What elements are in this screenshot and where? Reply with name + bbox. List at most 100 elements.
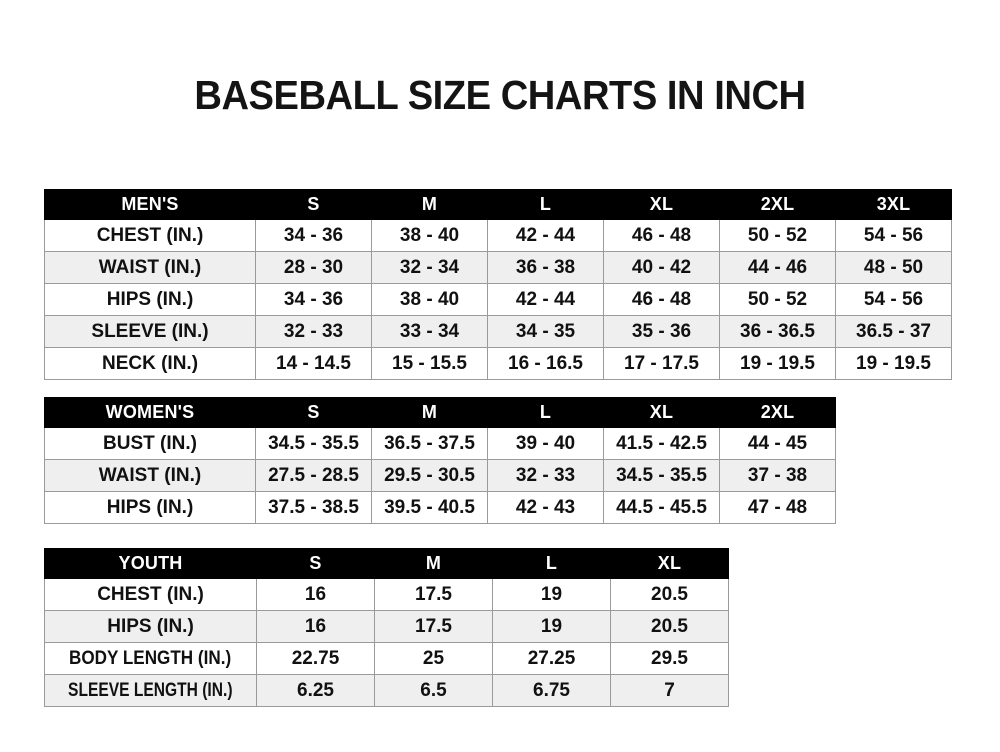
row-label: BODY LENGTH (IN.)	[44, 642, 257, 675]
womens-header-2xl: 2XL	[719, 397, 836, 428]
cell-value: 19 - 19.5	[719, 347, 836, 380]
cell-value: 38 - 40	[371, 219, 488, 252]
row-label: SLEEVE LENGTH (IN.)	[44, 674, 257, 707]
cell-value: 22.75	[256, 642, 375, 675]
cell-value: 6.5	[374, 674, 493, 707]
cell-value: 32 - 34	[371, 251, 488, 284]
womens-header-l: L	[487, 397, 604, 428]
cell-value: 7	[610, 674, 729, 707]
cell-value: 38 - 40	[371, 283, 488, 316]
cell-value: 29.5	[610, 642, 729, 675]
cell-value: 36 - 38	[487, 251, 604, 284]
womens-table-body: BUST (IN.) 34.5 - 35.5 36.5 - 37.5 39 - …	[44, 427, 836, 524]
row-label: HIPS (IN.)	[44, 283, 256, 316]
cell-value: 16 - 16.5	[487, 347, 604, 380]
table-row: HIPS (IN.) 37.5 - 38.5 39.5 - 40.5 42 - …	[44, 491, 836, 524]
cell-value: 42 - 44	[487, 219, 604, 252]
cell-value: 17.5	[374, 610, 493, 643]
cell-value: 34 - 36	[255, 283, 372, 316]
womens-size-table: WOMEN'S S M L XL 2XL BUST (IN.) 34.5 - 3…	[44, 397, 836, 524]
mens-header-xl: XL	[603, 189, 720, 220]
mens-header-m: M	[371, 189, 488, 220]
table-row: SLEEVE (IN.) 32 - 33 33 - 34 34 - 35 35 …	[44, 315, 952, 348]
cell-value: 44.5 - 45.5	[603, 491, 720, 524]
mens-table-header: MEN'S S M L XL 2XL 3XL	[44, 189, 952, 220]
cell-value: 36 - 36.5	[719, 315, 836, 348]
row-label: NECK (IN.)	[44, 347, 256, 380]
cell-value: 16	[256, 610, 375, 643]
cell-value: 20.5	[610, 610, 729, 643]
row-label-text: SLEEVE LENGTH (IN.)	[68, 679, 233, 701]
cell-value: 32 - 33	[487, 459, 604, 492]
cell-value: 19 - 19.5	[835, 347, 952, 380]
cell-value: 14 - 14.5	[255, 347, 372, 380]
table-header-row: WOMEN'S S M L XL 2XL	[44, 397, 836, 428]
cell-value: 50 - 52	[719, 219, 836, 252]
table-row: HIPS (IN.) 16 17.5 19 20.5	[44, 610, 729, 643]
row-label: WAIST (IN.)	[44, 251, 256, 284]
row-label: CHEST (IN.)	[44, 219, 256, 252]
cell-value: 34 - 35	[487, 315, 604, 348]
row-label: HIPS (IN.)	[44, 610, 257, 643]
cell-value: 15 - 15.5	[371, 347, 488, 380]
cell-value: 32 - 33	[255, 315, 372, 348]
cell-value: 54 - 56	[835, 219, 952, 252]
row-label: WAIST (IN.)	[44, 459, 256, 492]
table-row: WAIST (IN.) 27.5 - 28.5 29.5 - 30.5 32 -…	[44, 459, 836, 492]
table-row: CHEST (IN.) 34 - 36 38 - 40 42 - 44 46 -…	[44, 219, 952, 252]
cell-value: 6.25	[256, 674, 375, 707]
cell-value: 28 - 30	[255, 251, 372, 284]
youth-size-table: YOUTH S M L XL CHEST (IN.) 16 17.5 19 20…	[44, 548, 729, 707]
cell-value: 17 - 17.5	[603, 347, 720, 380]
cell-value: 48 - 50	[835, 251, 952, 284]
cell-value: 46 - 48	[603, 283, 720, 316]
cell-value: 35 - 36	[603, 315, 720, 348]
cell-value: 25	[374, 642, 493, 675]
cell-value: 44 - 45	[719, 427, 836, 460]
cell-value: 42 - 43	[487, 491, 604, 524]
youth-header-l: L	[492, 548, 611, 579]
youth-table-body: CHEST (IN.) 16 17.5 19 20.5 HIPS (IN.) 1…	[44, 578, 729, 707]
table-header-row: MEN'S S M L XL 2XL 3XL	[44, 189, 952, 220]
table-header-row: YOUTH S M L XL	[44, 548, 729, 579]
cell-value: 44 - 46	[719, 251, 836, 284]
mens-header-l: L	[487, 189, 604, 220]
womens-header-s: S	[255, 397, 372, 428]
womens-header-label: WOMEN'S	[44, 397, 256, 428]
table-row: BUST (IN.) 34.5 - 35.5 36.5 - 37.5 39 - …	[44, 427, 836, 460]
row-label-text: BODY LENGTH (IN.)	[69, 647, 232, 669]
table-row: SLEEVE LENGTH (IN.) 6.25 6.5 6.75 7	[44, 674, 729, 707]
table-row: BODY LENGTH (IN.) 22.75 25 27.25 29.5	[44, 642, 729, 675]
cell-value: 34 - 36	[255, 219, 372, 252]
cell-value: 34.5 - 35.5	[603, 459, 720, 492]
cell-value: 39 - 40	[487, 427, 604, 460]
cell-value: 50 - 52	[719, 283, 836, 316]
cell-value: 33 - 34	[371, 315, 488, 348]
cell-value: 42 - 44	[487, 283, 604, 316]
cell-value: 20.5	[610, 578, 729, 611]
cell-value: 40 - 42	[603, 251, 720, 284]
cell-value: 41.5 - 42.5	[603, 427, 720, 460]
mens-header-2xl: 2XL	[719, 189, 836, 220]
youth-header-label: YOUTH	[44, 548, 257, 579]
cell-value: 54 - 56	[835, 283, 952, 316]
cell-value: 39.5 - 40.5	[371, 491, 488, 524]
womens-table-header: WOMEN'S S M L XL 2XL	[44, 397, 836, 428]
row-label: SLEEVE (IN.)	[44, 315, 256, 348]
cell-value: 29.5 - 30.5	[371, 459, 488, 492]
youth-header-xl: XL	[610, 548, 729, 579]
row-label: BUST (IN.)	[44, 427, 256, 460]
womens-header-m: M	[371, 397, 488, 428]
cell-value: 27.5 - 28.5	[255, 459, 372, 492]
mens-table-body: CHEST (IN.) 34 - 36 38 - 40 42 - 44 46 -…	[44, 219, 952, 380]
youth-table-header: YOUTH S M L XL	[44, 548, 729, 579]
cell-value: 16	[256, 578, 375, 611]
cell-value: 36.5 - 37	[835, 315, 952, 348]
table-row: WAIST (IN.) 28 - 30 32 - 34 36 - 38 40 -…	[44, 251, 952, 284]
cell-value: 19	[492, 578, 611, 611]
cell-value: 46 - 48	[603, 219, 720, 252]
mens-header-3xl: 3XL	[835, 189, 952, 220]
table-row: NECK (IN.) 14 - 14.5 15 - 15.5 16 - 16.5…	[44, 347, 952, 380]
womens-header-xl: XL	[603, 397, 720, 428]
